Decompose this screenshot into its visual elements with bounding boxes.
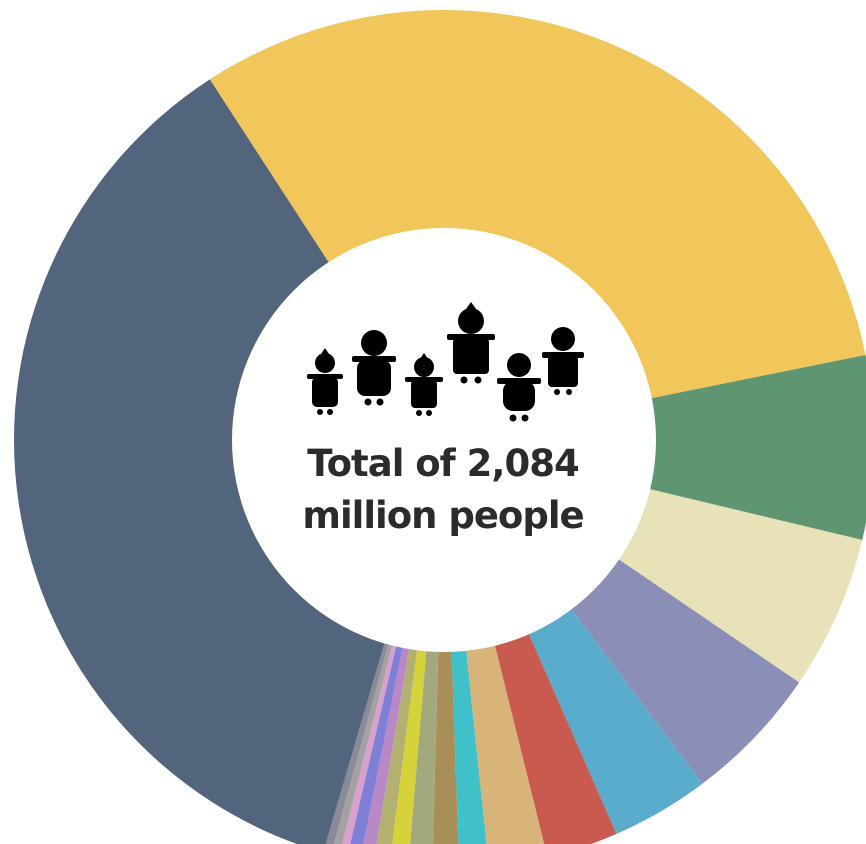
total-label-line2: million people (302, 494, 584, 537)
donut-slice-1 (209, 9, 866, 441)
donut-slice-18 (14, 79, 444, 844)
family-people-icon (307, 302, 584, 422)
total-label: Total of 2,084 million people (293, 438, 593, 542)
total-label-line1: Total of 2,084 (307, 442, 579, 485)
donut-hole (232, 228, 656, 652)
